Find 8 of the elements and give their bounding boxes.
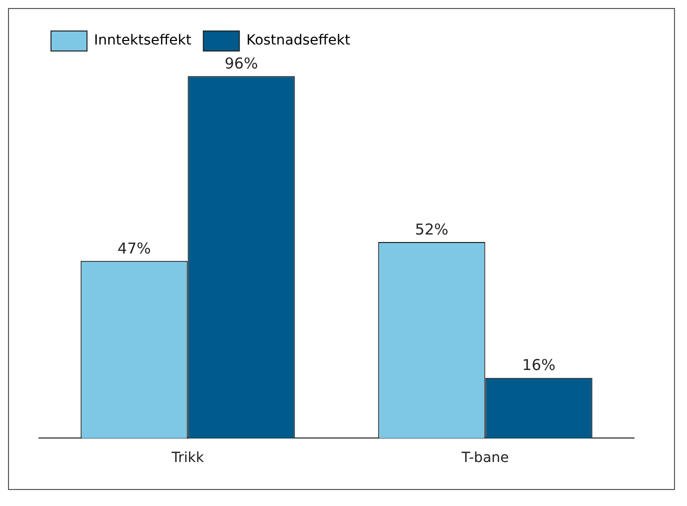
data-label: 52% — [415, 220, 448, 238]
data-label: 47% — [118, 239, 151, 258]
legend-label: Kostnadseffekt — [246, 32, 351, 49]
x-tick-label: Trikk — [170, 450, 205, 466]
data-label: 96% — [224, 54, 258, 72]
x-tick-label: T-bane — [460, 450, 509, 466]
legend-label: Inntektseffekt — [94, 32, 192, 49]
data-label: 16% — [522, 356, 556, 374]
